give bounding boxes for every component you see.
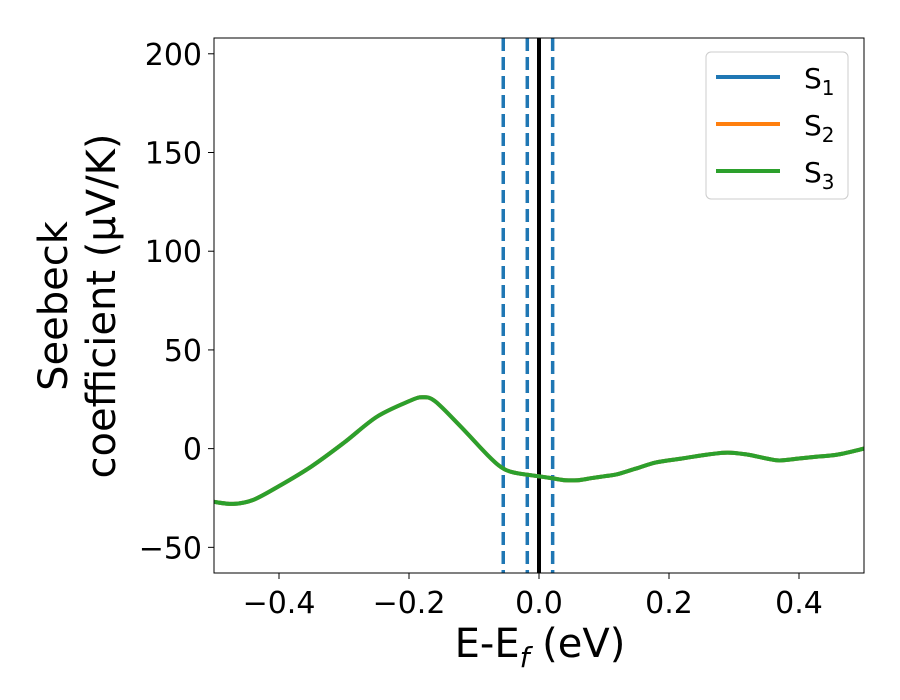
y-tick-label: 0 xyxy=(183,433,202,468)
y-axis-title-line2: coefficient (μV/K) xyxy=(79,134,125,479)
x-axis-ticks: −0.4 −0.2 0.0 0.2 0.4 xyxy=(243,573,823,621)
legend-label-s3-main: S xyxy=(804,156,822,189)
x-tick-label: −0.4 xyxy=(243,586,316,621)
x-axis-title-unit: (eV) xyxy=(529,621,625,667)
legend: S1 S2 S3 xyxy=(705,51,849,200)
x-axis-title: E-Ef (eV) xyxy=(455,621,626,674)
x-tick-label: 0.4 xyxy=(775,586,823,621)
legend-label-s2-main: S xyxy=(804,109,822,142)
legend-label-s1-main: S xyxy=(804,62,822,95)
legend-label-s2: S2 xyxy=(804,109,835,147)
legend-label-s1-sub: 1 xyxy=(822,76,835,100)
series-lines xyxy=(214,395,864,506)
y-tick-label: −50 xyxy=(139,531,202,566)
y-axis-title: Seebeck coefficient (μV/K) xyxy=(31,134,125,479)
legend-label-s3: S3 xyxy=(804,156,835,194)
legend-label-s1: S1 xyxy=(804,62,835,100)
legend-label-s2-sub: 2 xyxy=(822,123,835,147)
y-tick-label: 150 xyxy=(145,137,202,172)
x-tick-label: −0.2 xyxy=(373,586,446,621)
y-axis-title-line1: Seebeck xyxy=(31,220,77,391)
series-line-s3 xyxy=(214,395,864,506)
x-tick-label: 0.2 xyxy=(645,586,693,621)
x-axis-title-main: E-E xyxy=(455,621,520,667)
y-axis-ticks: −50 0 50 100 150 200 xyxy=(139,38,214,566)
y-tick-label: 200 xyxy=(145,38,202,73)
y-tick-label: 50 xyxy=(164,334,202,369)
x-tick-label: 0.0 xyxy=(515,586,563,621)
y-tick-label: 100 xyxy=(145,235,202,270)
legend-label-s3-sub: 3 xyxy=(822,170,835,194)
reference-lines xyxy=(501,38,555,573)
